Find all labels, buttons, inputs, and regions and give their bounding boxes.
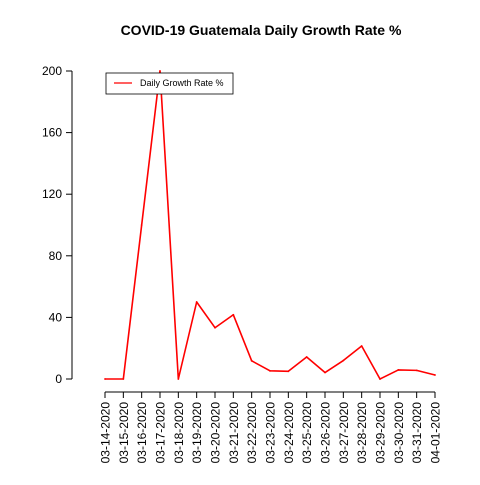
data-point — [214, 326, 216, 329]
data-point — [379, 378, 381, 380]
data-point — [342, 359, 345, 362]
y-tick-label: 200 — [42, 64, 62, 78]
data-point — [287, 370, 290, 373]
legend: Daily Growth Rate % — [105, 72, 234, 95]
data-point — [104, 378, 106, 380]
series-layer — [104, 70, 436, 380]
x-tick-label: 03-23-2020 — [264, 402, 278, 464]
x-tick-label: 03-25-2020 — [300, 402, 314, 464]
data-point — [397, 369, 400, 371]
data-point — [250, 359, 253, 362]
x-tick-label: 03-16-2020 — [135, 402, 149, 464]
data-point — [324, 371, 326, 374]
x-tick-label: 03-14-2020 — [99, 402, 113, 464]
y-tick-label: 120 — [42, 187, 62, 201]
data-point — [232, 313, 235, 316]
data-point — [360, 345, 363, 347]
x-tick-label: 04-01-2020 — [429, 402, 443, 464]
x-tick-label: 03-24-2020 — [282, 402, 296, 464]
data-point — [305, 356, 308, 358]
x-tick-label: 03-27-2020 — [337, 402, 351, 464]
data-point — [195, 301, 198, 303]
x-tick-label: 03-15-2020 — [117, 402, 131, 464]
y-tick-label: 40 — [49, 310, 63, 324]
data-point — [415, 369, 418, 372]
axes: 0 40 80 120 160 200 03-14-2020 03-15-2020 03-16-… — [42, 64, 443, 463]
y-tick-label: 80 — [49, 249, 63, 263]
data-point — [122, 378, 125, 380]
data-point — [434, 374, 436, 376]
x-tick-label: 03-26-2020 — [319, 402, 333, 464]
x-tick-label: 03-31-2020 — [410, 402, 424, 464]
legend-label: Daily Growth Rate % — [140, 78, 224, 88]
data-point — [269, 369, 271, 372]
x-tick-label: 03-18-2020 — [172, 402, 186, 464]
data-point — [140, 224, 143, 226]
data-point — [159, 70, 161, 72]
chart-title: COVID-19 Guatemala Daily Growth Rate % — [121, 22, 402, 38]
data-point — [177, 378, 180, 380]
x-tick-label: 03-30-2020 — [392, 402, 406, 464]
legend-box — [105, 72, 234, 95]
x-tick-label: 03-21-2020 — [227, 402, 241, 464]
x-tick-label: 03-29-2020 — [374, 402, 388, 464]
x-tick-label: 03-20-2020 — [209, 402, 223, 464]
x-tick-label: 03-22-2020 — [245, 402, 259, 464]
x-tick-label: 03-28-2020 — [355, 402, 369, 464]
x-tick-label: 03-17-2020 — [154, 402, 168, 464]
x-tick-label: 03-19-2020 — [190, 402, 204, 464]
y-tick-label: 0 — [55, 372, 62, 386]
y-tick-label: 160 — [42, 126, 62, 140]
